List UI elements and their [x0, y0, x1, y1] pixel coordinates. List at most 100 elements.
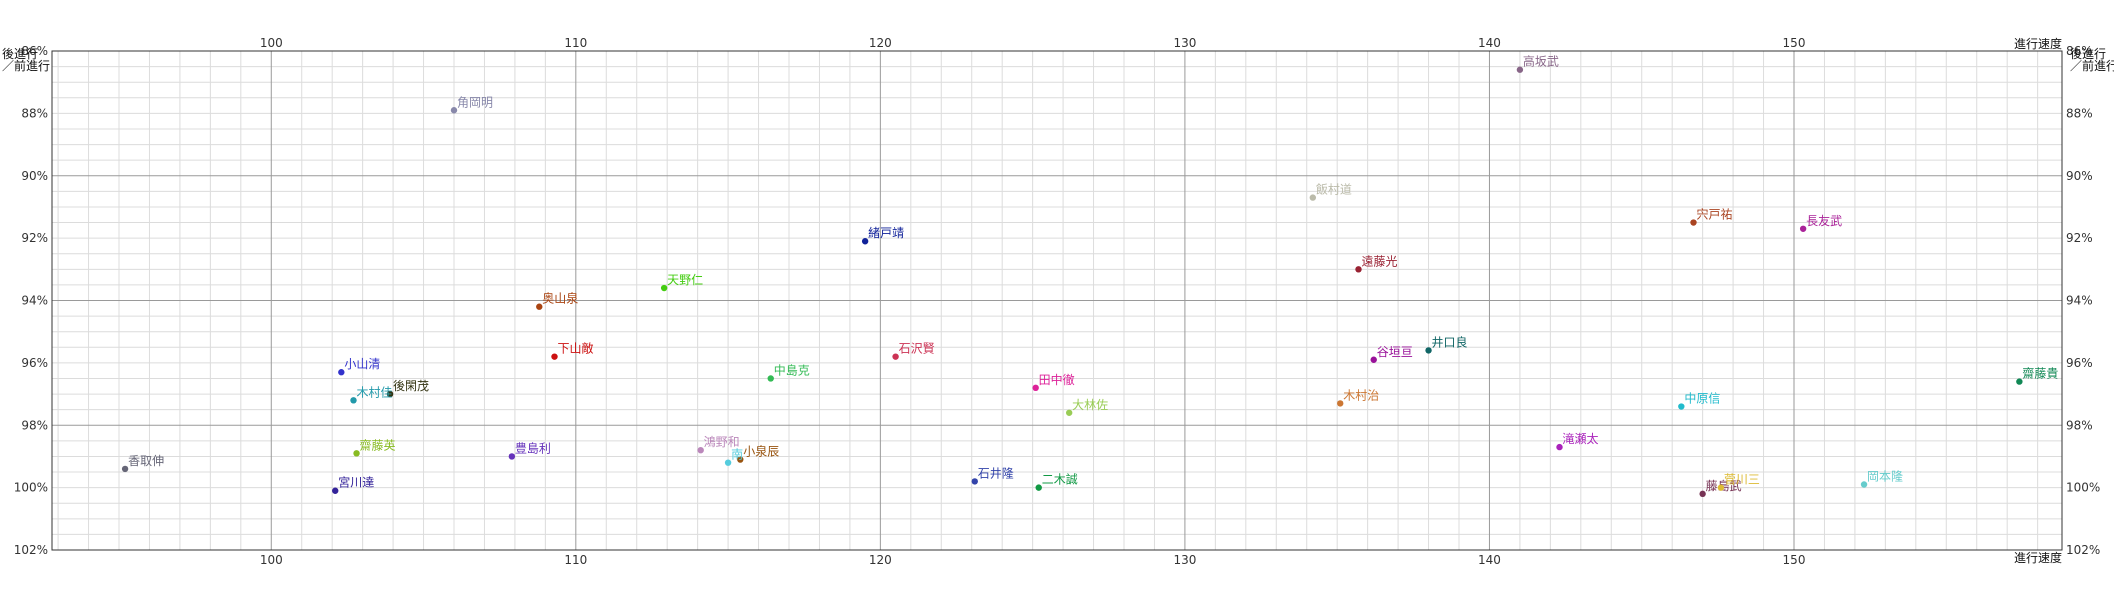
point-marker: [1032, 384, 1039, 392]
data-point: 中原信: [1678, 391, 1720, 410]
data-point: 井口良: [1425, 334, 1468, 354]
point-marker: [386, 390, 394, 398]
point-label: 菅川三: [1724, 473, 1760, 487]
data-point: 天野仁: [660, 273, 703, 292]
y-tick-label-right: 88%: [2066, 106, 2093, 120]
point-label: 香取伸: [128, 454, 164, 468]
point-label: 鴻野和: [704, 435, 740, 449]
point-label: 井口良: [1432, 334, 1468, 349]
x-tick-label-top: 150: [1783, 36, 1806, 50]
point-label: 角岡明: [457, 95, 493, 109]
data-point: 角岡明: [450, 95, 493, 114]
x-tick-labels-bottom: 100 110 120 130 140 150: [260, 553, 1806, 567]
point-marker: [1309, 194, 1317, 201]
data-point: 藤島武: [1699, 478, 1742, 498]
y-tick-label-left: 88%: [21, 106, 48, 120]
point-label: 高坂武: [1523, 54, 1559, 69]
point-marker: [1035, 484, 1042, 491]
data-point: 齋藤貴: [2016, 366, 2058, 385]
point-marker: [971, 478, 978, 485]
point-marker: [2016, 378, 2023, 385]
data-point: 齋藤英: [353, 437, 396, 457]
x-tick-label-bottom: 130: [1173, 553, 1196, 567]
data-point: 長友武: [1799, 214, 1842, 232]
y-tick-labels-left: 86% 88% 90% 92% 94% 96% 98% 100% 102%: [14, 44, 48, 557]
point-marker: [737, 456, 744, 463]
point-marker: [338, 369, 345, 376]
point-label: 田中徹: [1039, 372, 1075, 387]
point-marker: [1065, 409, 1073, 416]
point-label: 谷垣亘: [1377, 345, 1413, 359]
y-tick-label-left: 100%: [14, 481, 48, 495]
point-label: 飯村道: [1316, 182, 1352, 197]
point-label: 木村治: [1343, 388, 1379, 402]
point-marker: [1355, 266, 1362, 273]
data-point: 石沢賢: [892, 342, 935, 360]
data-point: 下山敵: [551, 341, 594, 360]
x-tick-label-top: 100: [260, 36, 283, 50]
data-point: 二木誠: [1035, 473, 1078, 491]
point-label: 岡本隆: [1867, 469, 1903, 484]
point-marker: [1717, 484, 1725, 491]
point-marker: [1699, 490, 1706, 498]
x-tick-label-bottom: 110: [564, 553, 587, 567]
x-tick-label-top: 140: [1478, 36, 1501, 50]
x-axis-label-top: 進行速度: [2014, 36, 2062, 51]
point-marker: [536, 303, 543, 310]
data-point: 田中徹: [1032, 372, 1075, 392]
data-point: 石井隆: [971, 465, 1014, 485]
data-point: 木村佳: [350, 385, 393, 404]
data-point: 飯村道: [1309, 182, 1352, 201]
point-marker: [350, 397, 357, 404]
point-marker: [1337, 400, 1344, 407]
data-point: 遠藤光: [1355, 254, 1398, 273]
data-point: 岡本隆: [1860, 469, 1903, 488]
x-tick-label-top: 110: [564, 36, 587, 50]
point-marker: [892, 353, 899, 360]
point-marker: [508, 453, 516, 460]
data-point: 宍戸祐: [1690, 207, 1733, 226]
y-axis-label-right-line1: 後進行: [2070, 47, 2106, 61]
point-label: 宍戸祐: [1697, 207, 1733, 222]
y-tick-label-right: 92%: [2066, 231, 2093, 245]
x-axis-label-bottom: 進行速度: [2014, 550, 2062, 565]
x-tick-label-bottom: 140: [1478, 553, 1501, 567]
y-tick-label-right: 102%: [2066, 543, 2100, 557]
data-point: 奥山泉: [536, 292, 578, 310]
point-label: 南: [731, 447, 743, 462]
point-marker: [660, 284, 668, 292]
point-marker: [450, 107, 458, 114]
point-marker: [353, 450, 360, 457]
x-tick-label-top: 130: [1173, 36, 1196, 50]
point-marker: [332, 487, 339, 494]
y-tick-label-right: 100%: [2066, 481, 2100, 495]
point-marker: [1860, 481, 1868, 488]
point-label: 滝瀬太: [1563, 431, 1599, 446]
y-tick-label-left: 86%: [21, 44, 48, 58]
point-marker: [1370, 356, 1377, 363]
data-point: 高坂武: [1516, 54, 1559, 73]
x-tick-label-bottom: 150: [1783, 553, 1806, 567]
data-point: 宮川達: [332, 475, 374, 494]
point-label: 大林佐: [1072, 398, 1108, 412]
point-marker: [1678, 403, 1685, 410]
plot-frame: [51, 50, 2063, 551]
point-marker: [1516, 66, 1524, 73]
data-point: 小山清: [338, 357, 380, 376]
point-label: 齋藤貴: [2022, 366, 2058, 381]
y-tick-label-right: 86%: [2066, 44, 2093, 58]
point-label: 豊島利: [515, 440, 551, 455]
data-point: 緒戸靖: [861, 225, 904, 245]
data-point: 中島克: [767, 362, 810, 382]
data-point: 香取伸: [121, 454, 164, 473]
data-point: 南: [724, 447, 743, 466]
x-tick-label-top: 120: [869, 36, 892, 50]
y-tick-label-right: 96%: [2066, 356, 2093, 370]
point-marker: [861, 238, 869, 245]
point-label: 遠藤光: [1362, 254, 1398, 268]
point-marker: [1556, 443, 1563, 451]
x-tick-label-bottom: 120: [869, 553, 892, 567]
y-tick-label-left: 98%: [21, 418, 48, 432]
